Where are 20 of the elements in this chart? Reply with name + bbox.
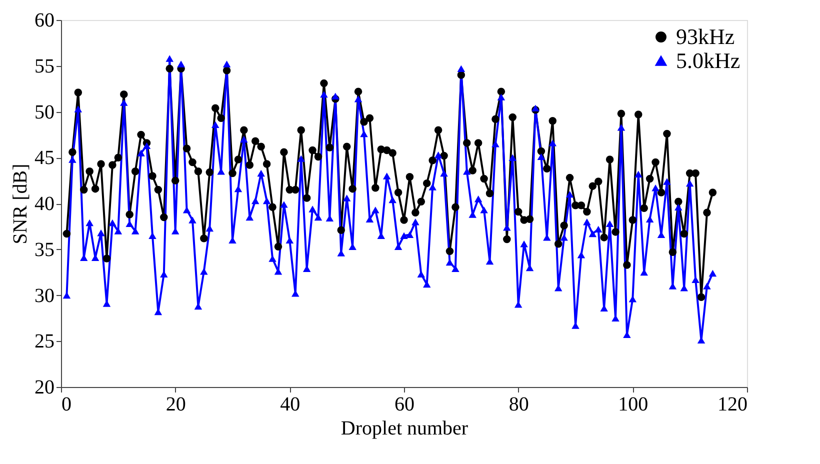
x-tick-label: 100	[618, 394, 648, 416]
y-tick-label: 60	[34, 10, 54, 32]
x-tick-label: 0	[62, 394, 72, 416]
y-tick-label: 55	[34, 55, 54, 78]
legend-label: 93kHz	[676, 24, 735, 49]
y-tick-label: 40	[34, 193, 54, 215]
x-tick-label: 120	[718, 394, 748, 416]
y-tick-label: 30	[34, 284, 54, 307]
x-tick-label: 40	[280, 394, 300, 416]
x-tick-label: 80	[508, 394, 529, 416]
y-tick-label: 45	[34, 147, 54, 170]
y-tick-label: 50	[34, 101, 54, 124]
y-tick-label: 20	[34, 376, 54, 398]
x-tick-label: 60	[394, 394, 414, 416]
x-tick-label: 20	[166, 394, 186, 416]
y-tick-label: 35	[34, 238, 54, 261]
x-axis-title: Droplet number	[340, 418, 468, 440]
y-axis-title: SNR [dB]	[10, 164, 32, 244]
legend-label: 5.0kHz	[676, 48, 740, 73]
y-tick-label: 25	[34, 330, 54, 353]
